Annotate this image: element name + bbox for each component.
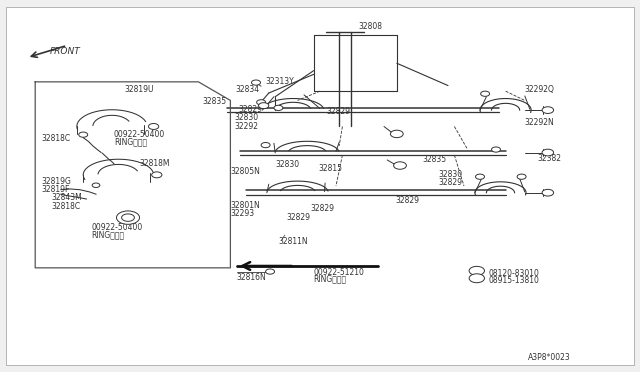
Text: 32829: 32829 [310,204,334,213]
Text: 32815: 32815 [319,164,343,173]
Text: 00922-51210: 00922-51210 [314,268,364,277]
Circle shape [261,142,270,148]
Text: 32811N: 32811N [278,237,308,246]
Circle shape [152,172,162,178]
Text: RINGリング: RINGリング [92,230,125,239]
Text: 32829: 32829 [238,105,262,114]
Text: 32819U: 32819U [125,85,154,94]
Text: 32805N: 32805N [230,167,260,176]
Text: 32292N: 32292N [525,118,554,127]
Text: B: B [474,268,479,274]
Circle shape [492,147,500,152]
Circle shape [252,80,260,85]
Circle shape [469,266,484,275]
Text: 32829: 32829 [326,107,351,116]
Text: 32292Q: 32292Q [525,85,555,94]
Text: V: V [474,275,479,281]
Text: FRONT: FRONT [50,47,81,56]
Circle shape [116,211,140,224]
Circle shape [79,132,88,137]
Circle shape [542,107,554,113]
Text: 32843M: 32843M [51,193,82,202]
Text: 08915-13810: 08915-13810 [489,276,540,285]
Circle shape [517,174,526,179]
Text: 32830: 32830 [275,160,300,169]
Text: A3P8*0023: A3P8*0023 [528,353,571,362]
Text: 32816N: 32816N [237,273,266,282]
Circle shape [542,149,554,156]
Circle shape [469,274,484,283]
Text: 32382: 32382 [538,154,562,163]
Text: 32293: 32293 [230,209,255,218]
Circle shape [148,124,159,129]
Circle shape [266,269,275,274]
Text: 32834: 32834 [236,85,260,94]
Circle shape [92,183,100,187]
Text: RINGリング: RINGリング [314,275,347,283]
Circle shape [390,130,403,138]
Text: 32808: 32808 [358,22,383,31]
Text: 32819G: 32819G [42,177,72,186]
Text: 32292: 32292 [235,122,259,131]
Text: 32801N: 32801N [230,201,260,210]
Text: 32830: 32830 [438,170,463,179]
Text: 32818C: 32818C [51,202,81,211]
Circle shape [259,103,269,109]
Circle shape [122,214,134,221]
Text: 32818M: 32818M [140,159,170,168]
Text: 32313Y: 32313Y [266,77,294,86]
Text: 00922-50400: 00922-50400 [92,223,143,232]
Circle shape [274,105,283,110]
Text: 08120-83010: 08120-83010 [489,269,540,278]
Text: 32829: 32829 [287,213,311,222]
Text: 32819F: 32819F [42,185,70,194]
Text: 32829: 32829 [396,196,420,205]
Text: 32829: 32829 [438,178,463,187]
Text: 00922-50400: 00922-50400 [114,130,165,139]
Circle shape [476,174,484,179]
Circle shape [542,189,554,196]
Text: 32835: 32835 [422,155,447,164]
Circle shape [257,100,266,105]
Text: 32818C: 32818C [42,134,71,143]
FancyBboxPatch shape [6,7,634,365]
Text: 32830: 32830 [235,113,259,122]
Text: RINGリング: RINGリング [114,137,147,146]
Circle shape [394,162,406,169]
Text: 32835: 32835 [202,97,227,106]
Circle shape [481,91,490,96]
